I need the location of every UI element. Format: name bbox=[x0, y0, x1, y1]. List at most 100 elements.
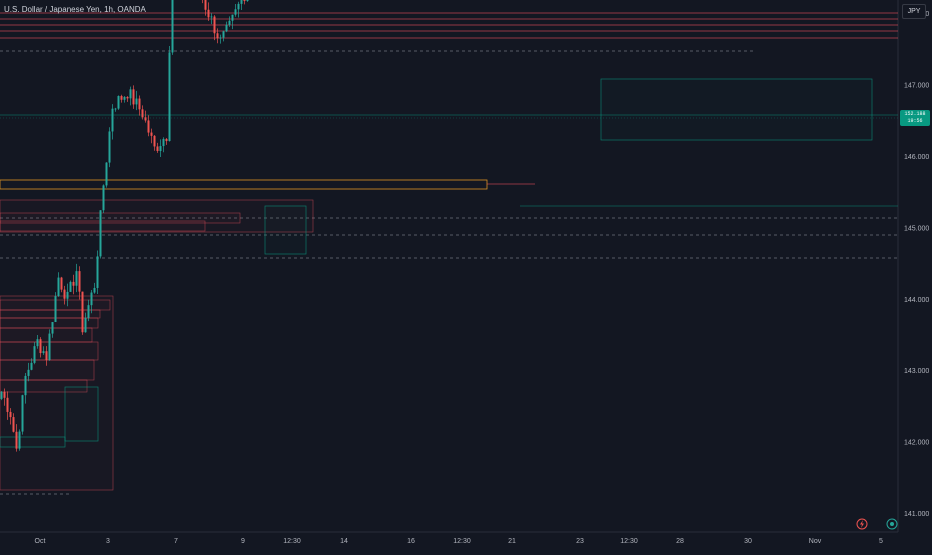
candle-body bbox=[12, 417, 15, 432]
candle-body bbox=[165, 138, 168, 142]
candle-body bbox=[135, 98, 138, 105]
candle-body bbox=[168, 52, 171, 142]
candle-body bbox=[60, 277, 63, 290]
y-tick-label: 142.000 bbox=[904, 440, 929, 447]
candle-body bbox=[87, 305, 90, 318]
x-tick-label: Oct bbox=[35, 538, 46, 545]
settings-icon[interactable] bbox=[886, 518, 898, 530]
supply-zone bbox=[0, 212, 241, 224]
candle-body bbox=[216, 33, 219, 39]
candle-body bbox=[225, 24, 228, 32]
candle-body bbox=[9, 411, 12, 418]
candle-body bbox=[84, 317, 87, 333]
currency-badge[interactable]: JPY bbox=[902, 4, 926, 19]
candle-body bbox=[90, 292, 93, 306]
candle-body bbox=[3, 391, 6, 398]
y-tick-label: 144.000 bbox=[904, 297, 929, 304]
candle-body bbox=[120, 96, 123, 100]
candle-body bbox=[207, 9, 210, 18]
candle-body bbox=[246, 0, 249, 2]
candle-body bbox=[72, 281, 75, 286]
candle-body bbox=[15, 431, 18, 449]
candle-body bbox=[243, 0, 246, 2]
candle-body bbox=[234, 9, 237, 15]
y-tick-label: 141.000 bbox=[904, 511, 929, 518]
demand-zone bbox=[0, 436, 66, 448]
x-tick-label: 7 bbox=[174, 538, 178, 545]
candle-body bbox=[96, 256, 99, 288]
candle-body bbox=[18, 431, 21, 449]
candle-body bbox=[114, 108, 117, 110]
candle-body bbox=[45, 351, 48, 361]
y-tick-label: 147.000 bbox=[904, 83, 929, 90]
x-tick-label: 12:30 bbox=[453, 538, 471, 545]
candle-body bbox=[213, 16, 216, 34]
supply-zone bbox=[0, 295, 114, 491]
supply-zone bbox=[0, 359, 95, 381]
candle-body bbox=[222, 31, 225, 38]
x-tick-label: 16 bbox=[407, 538, 415, 545]
candle-body bbox=[228, 20, 231, 25]
last-price-value: 152.188 bbox=[904, 111, 926, 117]
candle-body bbox=[57, 277, 60, 297]
candle-body bbox=[204, 0, 207, 10]
demand-zone bbox=[64, 386, 99, 442]
y-tick-label: 143.000 bbox=[904, 368, 929, 375]
candle-body bbox=[117, 96, 120, 109]
candle-body bbox=[21, 395, 24, 432]
candle-body bbox=[51, 322, 54, 334]
orange-zone bbox=[0, 179, 488, 190]
candle-body bbox=[33, 346, 36, 363]
supply-zone bbox=[0, 199, 314, 233]
candle-body bbox=[30, 362, 33, 370]
candle-body bbox=[42, 351, 45, 354]
candle-body bbox=[99, 210, 102, 257]
candle-body bbox=[54, 296, 57, 323]
supply-zone bbox=[0, 220, 206, 232]
candle-body bbox=[150, 132, 153, 136]
candle-body bbox=[111, 108, 114, 132]
candle-body bbox=[78, 271, 81, 292]
y-tick-label: 145.000 bbox=[904, 225, 929, 232]
last-price-label: 152.188 19:56 bbox=[900, 110, 930, 126]
countdown-timer: 19:56 bbox=[907, 118, 923, 124]
candle-body bbox=[6, 397, 9, 412]
candle-body bbox=[171, 0, 174, 53]
candle-body bbox=[231, 14, 234, 21]
candle-body bbox=[66, 291, 69, 299]
candle-body bbox=[129, 89, 132, 99]
candle-body bbox=[162, 138, 165, 147]
candle-body bbox=[141, 109, 144, 118]
candle-body bbox=[93, 287, 96, 293]
candle-body bbox=[75, 271, 78, 286]
flash-icon[interactable] bbox=[856, 518, 868, 530]
x-tick-label: Nov bbox=[809, 538, 822, 545]
candle-body bbox=[81, 291, 84, 333]
candle-body bbox=[48, 333, 51, 361]
candle-body bbox=[132, 89, 135, 105]
candle-body bbox=[69, 281, 72, 292]
candle-body bbox=[105, 162, 108, 186]
candle-body bbox=[27, 369, 30, 376]
x-tick-label: 9 bbox=[241, 538, 245, 545]
x-tick-label: 12:30 bbox=[283, 538, 301, 545]
candle-body bbox=[39, 339, 42, 354]
x-tick-label: 5 bbox=[879, 538, 883, 545]
supply-zone bbox=[0, 379, 88, 393]
candle-body bbox=[159, 146, 162, 152]
candle-body bbox=[36, 339, 39, 347]
candle-body bbox=[240, 0, 243, 4]
x-tick-label: 12:30 bbox=[620, 538, 638, 545]
x-tick-label: 3 bbox=[106, 538, 110, 545]
candle-body bbox=[126, 96, 129, 99]
candle-body bbox=[237, 3, 240, 10]
x-tick-label: 23 bbox=[576, 538, 584, 545]
x-tick-label: 14 bbox=[340, 538, 348, 545]
candle-body bbox=[144, 117, 147, 121]
supply-zone bbox=[0, 327, 93, 343]
candle-body bbox=[147, 120, 150, 133]
candle-body bbox=[0, 391, 3, 399]
candle-body bbox=[219, 37, 222, 39]
